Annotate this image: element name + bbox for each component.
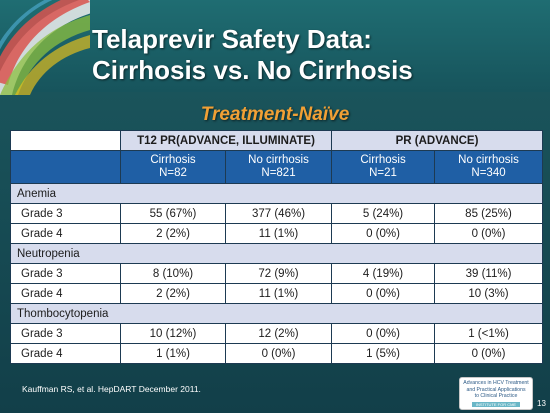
table-cell: 0 (0%): [331, 223, 436, 244]
row-label: Grade 4: [10, 283, 121, 304]
citation: Kauffman RS, et al. HepDART December 201…: [22, 384, 201, 394]
header-corner-cell: [10, 130, 121, 151]
program-badge-logo: Advances in HCV Treatment and Practical …: [459, 377, 533, 410]
table-cell: 2 (2%): [120, 223, 226, 244]
row-label: Grade 3: [10, 323, 121, 344]
table-row: Grade 4 1 (1%) 0 (0%) 1 (5%) 0 (0%): [10, 343, 544, 364]
table-cell: 55 (67%): [120, 203, 226, 224]
badge-strip: INSTITUTE FOR CME: [472, 401, 520, 407]
table-cell: 72 (9%): [224, 263, 333, 284]
row-label: Grade 3: [10, 203, 121, 224]
category-label: Neutropenia: [9, 243, 544, 264]
table-cell: 0 (0%): [434, 223, 544, 244]
column-header-blank-cell: [10, 150, 121, 184]
column-header-label: Cirrhosis: [150, 154, 196, 166]
badge-line-1: Advances in HCV Treatment: [463, 380, 529, 386]
column-header-row: Cirrhosis N=82 No cirrhosis N=821 Cirrho…: [10, 150, 544, 184]
table-row: Grade 3 10 (12%) 12 (2%) 0 (0%) 1 (<1%): [10, 323, 544, 344]
table-row: Grade 4 2 (2%) 11 (1%) 0 (0%) 0 (0%): [10, 223, 544, 244]
table-cell: 0 (0%): [331, 323, 436, 344]
group-header-pr: PR (ADVANCE): [331, 130, 544, 151]
table-cell: 377 (46%): [224, 203, 333, 224]
category-row-neutropenia: Neutropenia: [9, 243, 544, 264]
table-cell: 11 (1%): [224, 223, 333, 244]
table-cell: 2 (2%): [120, 283, 226, 304]
row-label: Grade 4: [10, 343, 121, 364]
table-row: Grade 3 55 (67%) 377 (46%) 5 (24%) 85 (2…: [10, 203, 544, 224]
table-row: Grade 3 8 (10%) 72 (9%) 4 (19%) 39 (11%): [10, 263, 544, 284]
category-row-anemia: Anemia: [9, 183, 544, 204]
table-cell: 0 (0%): [331, 283, 436, 304]
ribbon-logo-icon: [0, 0, 90, 95]
slide-subtitle: Treatment-Naïve: [200, 104, 350, 125]
column-header: Cirrhosis N=21: [331, 150, 436, 184]
table-cell: 8 (10%): [120, 263, 226, 284]
table-cell: 0 (0%): [434, 343, 544, 364]
column-header-label: No cirrhosis: [458, 154, 519, 166]
slide-title: Telaprevir Safety Data: Cirrhosis vs. No…: [92, 24, 532, 86]
table-cell: 4 (19%): [331, 263, 436, 284]
group-header-row: T12 PR(ADVANCE, ILLUMINATE) PR (ADVANCE): [10, 130, 544, 151]
column-header: Cirrhosis N=82: [120, 150, 226, 184]
table-cell: 1 (5%): [331, 343, 436, 364]
category-label: Anemia: [9, 183, 544, 204]
table-cell: 39 (11%): [434, 263, 544, 284]
column-header-n: N=340: [471, 167, 506, 179]
column-header-label: No cirrhosis: [248, 154, 309, 166]
table-cell: 85 (25%): [434, 203, 544, 224]
badge-line-3: to Clinical Practice: [474, 393, 518, 400]
column-header-n: N=821: [261, 167, 296, 179]
table-cell: 1 (1%): [120, 343, 226, 364]
row-label: Grade 3: [10, 263, 121, 284]
table-cell: 11 (1%): [224, 283, 333, 304]
group-header-t12pr: T12 PR(ADVANCE, ILLUMINATE): [119, 130, 333, 151]
column-header-n: N=21: [369, 167, 397, 179]
table-cell: 10 (3%): [434, 283, 544, 304]
header-band: [0, 0, 550, 92]
table-cell: 1 (<1%): [434, 323, 544, 344]
table-cell: 12 (2%): [224, 323, 333, 344]
table-cell: 10 (12%): [120, 323, 226, 344]
safety-table: T12 PR(ADVANCE, ILLUMINATE) PR (ADVANCE)…: [9, 130, 544, 364]
row-label: Grade 4: [10, 223, 121, 244]
column-header: No cirrhosis N=821: [224, 150, 333, 184]
table-cell: 0 (0%): [224, 343, 333, 364]
column-header-n: N=82: [159, 167, 187, 179]
column-header-label: Cirrhosis: [360, 154, 406, 166]
table-cell: 5 (24%): [331, 203, 436, 224]
title-line-1: Telaprevir Safety Data:: [92, 24, 372, 54]
column-header: No cirrhosis N=340: [434, 150, 544, 184]
category-label: Thombocytopenia: [9, 303, 544, 324]
title-line-2: Cirrhosis vs. No Cirrhosis: [92, 55, 413, 85]
badge-line-2: and Practical Applications: [466, 386, 526, 393]
category-row-thombocytopenia: Thombocytopenia: [9, 303, 544, 324]
page-number: 13: [537, 399, 546, 408]
table-row: Grade 4 2 (2%) 11 (1%) 0 (0%) 10 (3%): [10, 283, 544, 304]
